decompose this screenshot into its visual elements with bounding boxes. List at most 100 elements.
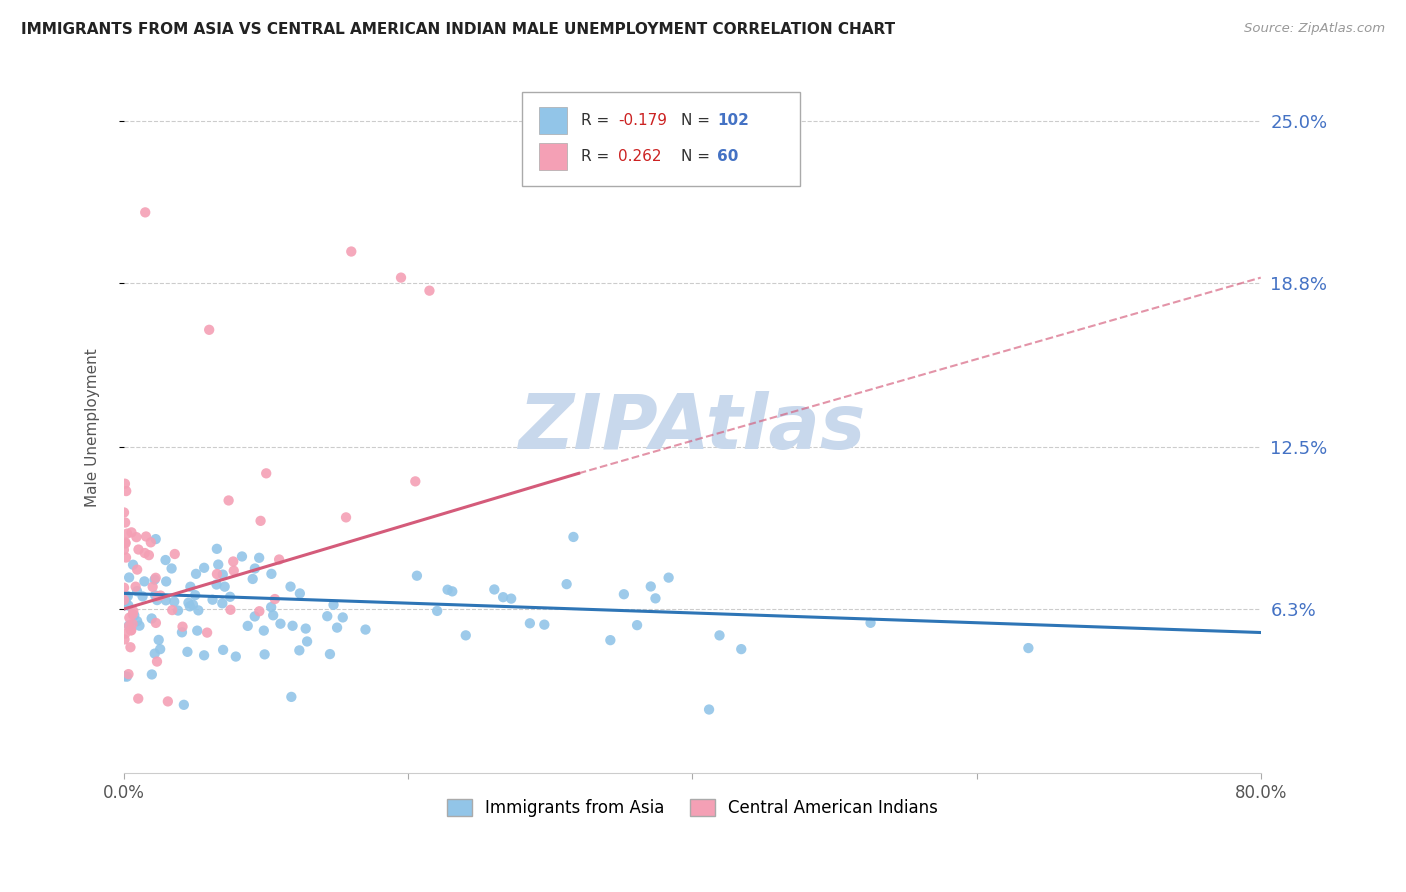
Point: [121, 525, 143, 540]
Point: [127, 542, 149, 557]
Point: [142, 580, 165, 594]
Point: [145, 532, 167, 546]
Point: [148, 632, 170, 647]
Point: [404, 475, 426, 489]
Point: [118, 619, 141, 633]
Point: [555, 577, 578, 591]
Point: [193, 648, 215, 663]
Point: [214, 580, 236, 594]
Point: [184, 566, 207, 581]
Point: [389, 270, 412, 285]
Point: [176, 645, 198, 659]
Point: [114, 594, 136, 608]
Point: [115, 484, 138, 499]
Point: [115, 550, 138, 565]
FancyBboxPatch shape: [522, 92, 800, 186]
Point: [143, 573, 166, 587]
Point: [269, 552, 291, 566]
Point: [112, 542, 135, 557]
Point: [295, 634, 318, 648]
Point: [141, 667, 163, 681]
Point: [177, 596, 200, 610]
Point: [112, 669, 135, 683]
Point: [454, 628, 477, 642]
Text: N =: N =: [681, 149, 714, 164]
Point: [187, 603, 209, 617]
Point: [730, 642, 752, 657]
Point: [262, 608, 284, 623]
Point: [134, 205, 156, 219]
Point: [247, 550, 270, 565]
Point: [134, 546, 156, 560]
Point: [253, 648, 276, 662]
Point: [146, 593, 169, 607]
Text: 0.262: 0.262: [619, 149, 662, 164]
Point: [114, 632, 136, 647]
Point: [263, 592, 285, 607]
Point: [112, 593, 135, 607]
Point: [143, 588, 166, 602]
Point: [697, 702, 720, 716]
Point: [280, 580, 302, 594]
Point: [120, 624, 142, 638]
Point: [155, 553, 177, 567]
Point: [124, 580, 146, 594]
Point: [418, 284, 440, 298]
Point: [124, 608, 146, 623]
Point: [219, 603, 242, 617]
Point: [562, 530, 585, 544]
Point: [120, 623, 142, 637]
Text: 102: 102: [717, 113, 749, 128]
Point: [134, 574, 156, 589]
Point: [145, 615, 167, 630]
Point: [112, 506, 135, 520]
Point: [163, 594, 186, 608]
Point: [146, 655, 169, 669]
Point: [249, 514, 271, 528]
Text: R =: R =: [581, 149, 614, 164]
Point: [212, 643, 235, 657]
Point: [193, 561, 215, 575]
Point: [640, 579, 662, 593]
Point: [198, 323, 221, 337]
Point: [492, 590, 515, 604]
Point: [141, 611, 163, 625]
Text: IMMIGRANTS FROM ASIA VS CENTRAL AMERICAN INDIAN MALE UNEMPLOYMENT CORRELATION CH: IMMIGRANTS FROM ASIA VS CENTRAL AMERICAN…: [21, 22, 896, 37]
Point: [288, 586, 311, 600]
Point: [163, 547, 186, 561]
FancyBboxPatch shape: [538, 144, 567, 169]
Point: [128, 618, 150, 632]
Point: [219, 590, 242, 604]
Point: [332, 610, 354, 624]
Point: [288, 643, 311, 657]
Point: [114, 476, 136, 491]
Point: [115, 670, 138, 684]
Point: [436, 582, 458, 597]
Text: R =: R =: [581, 113, 614, 128]
Point: [519, 616, 541, 631]
Point: [149, 589, 172, 603]
Point: [281, 619, 304, 633]
Point: [138, 548, 160, 562]
Point: [122, 558, 145, 572]
Text: -0.179: -0.179: [619, 113, 668, 128]
Point: [160, 603, 183, 617]
Point: [207, 558, 229, 572]
Point: [118, 618, 141, 632]
Point: [112, 599, 135, 613]
Point: [613, 587, 636, 601]
Point: [322, 598, 344, 612]
Point: [269, 616, 291, 631]
Point: [222, 554, 245, 568]
Point: [115, 589, 138, 603]
Point: [125, 584, 148, 599]
Point: [125, 530, 148, 544]
Point: [201, 592, 224, 607]
Point: [127, 614, 149, 628]
Point: [120, 640, 142, 655]
Point: [218, 493, 240, 508]
Point: [118, 610, 141, 624]
Point: [179, 599, 201, 614]
Text: 60: 60: [717, 149, 738, 164]
Point: [122, 604, 145, 618]
